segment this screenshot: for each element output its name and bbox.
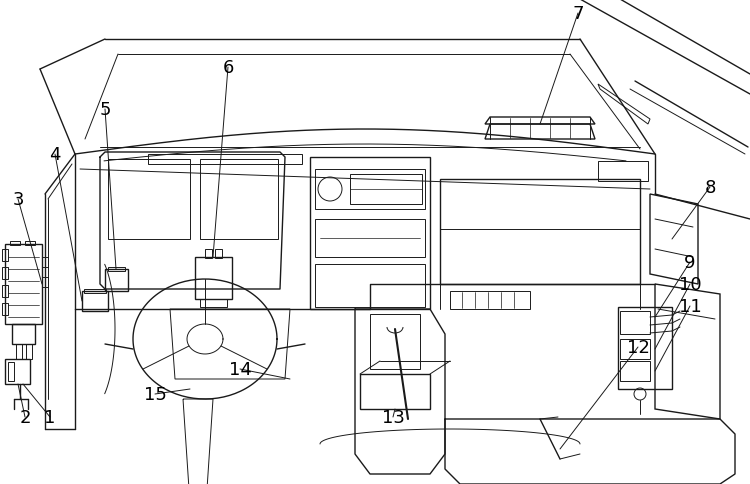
Text: 15: 15 bbox=[143, 385, 166, 403]
Text: 5: 5 bbox=[99, 101, 111, 119]
Text: 3: 3 bbox=[12, 191, 24, 209]
Text: 2: 2 bbox=[20, 408, 31, 426]
Text: 8: 8 bbox=[704, 179, 716, 197]
Text: 14: 14 bbox=[229, 360, 251, 378]
Text: 12: 12 bbox=[626, 338, 650, 356]
Text: 13: 13 bbox=[382, 408, 404, 426]
Text: 4: 4 bbox=[50, 146, 61, 164]
Text: 7: 7 bbox=[572, 5, 584, 23]
Text: 9: 9 bbox=[684, 254, 696, 272]
Text: 10: 10 bbox=[679, 275, 701, 293]
Text: 11: 11 bbox=[679, 297, 701, 316]
Text: 1: 1 bbox=[44, 408, 56, 426]
Text: 6: 6 bbox=[222, 59, 234, 77]
